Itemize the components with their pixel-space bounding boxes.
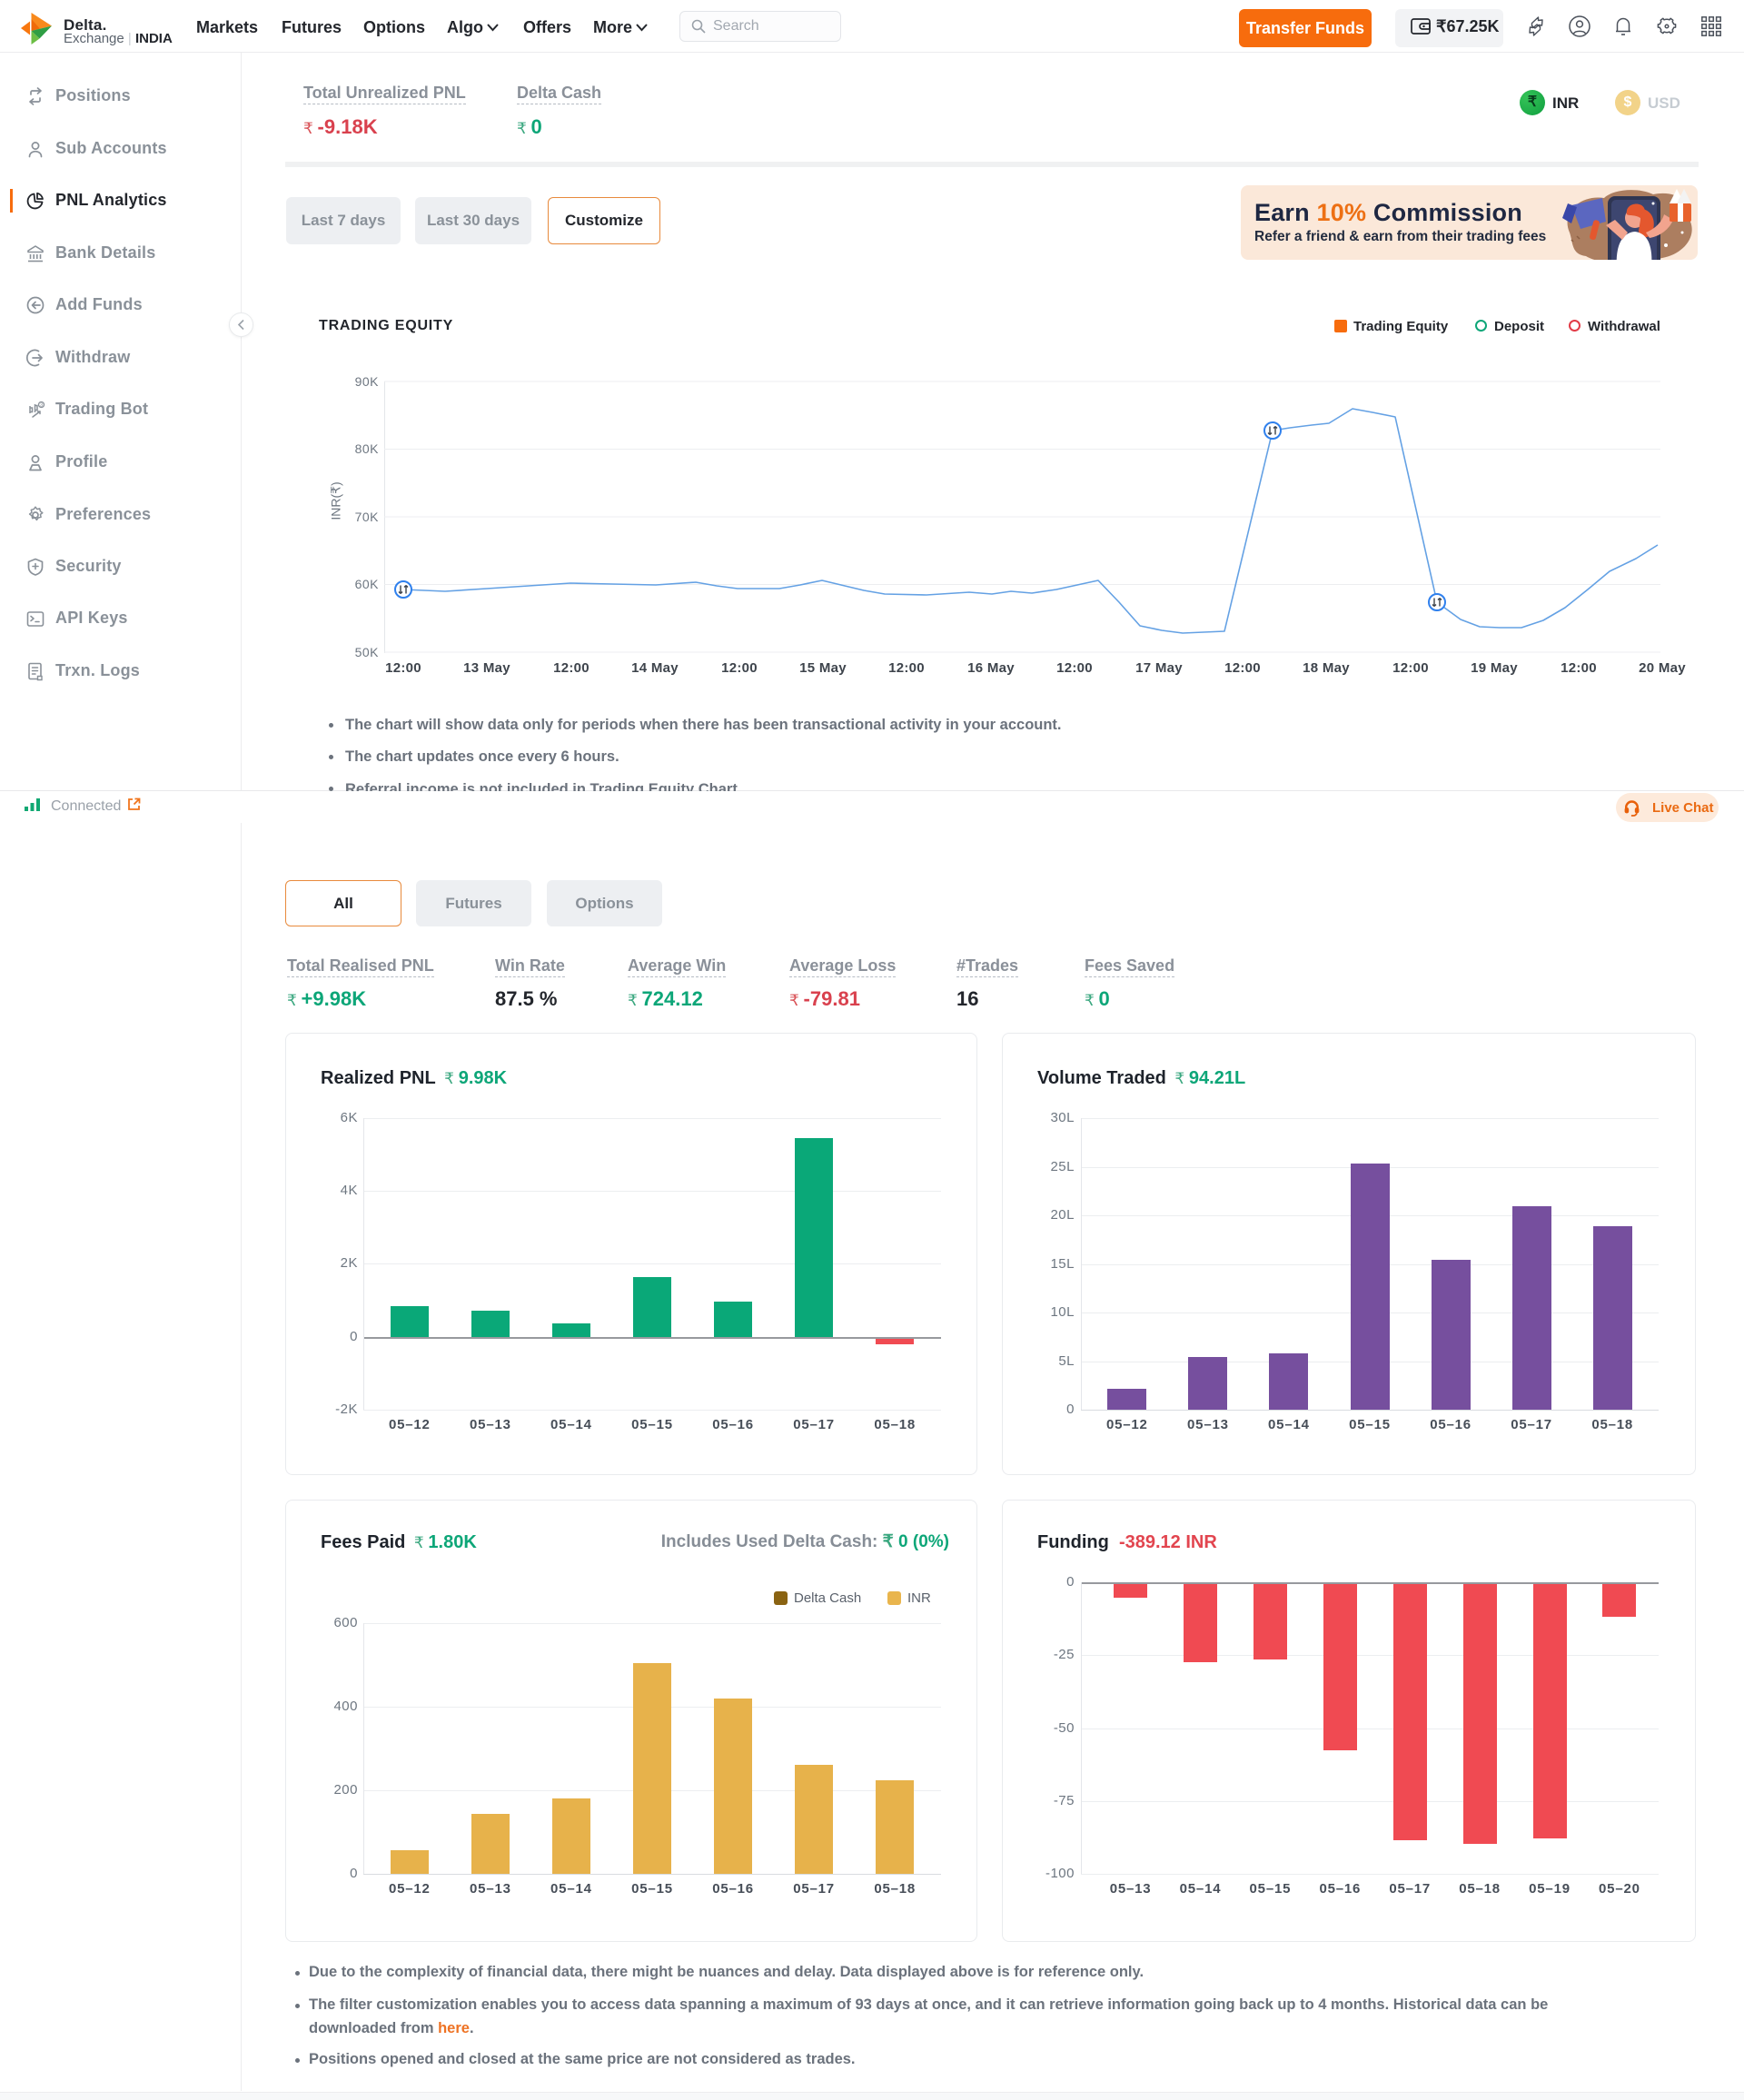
svg-text:3: 3 — [40, 403, 43, 409]
